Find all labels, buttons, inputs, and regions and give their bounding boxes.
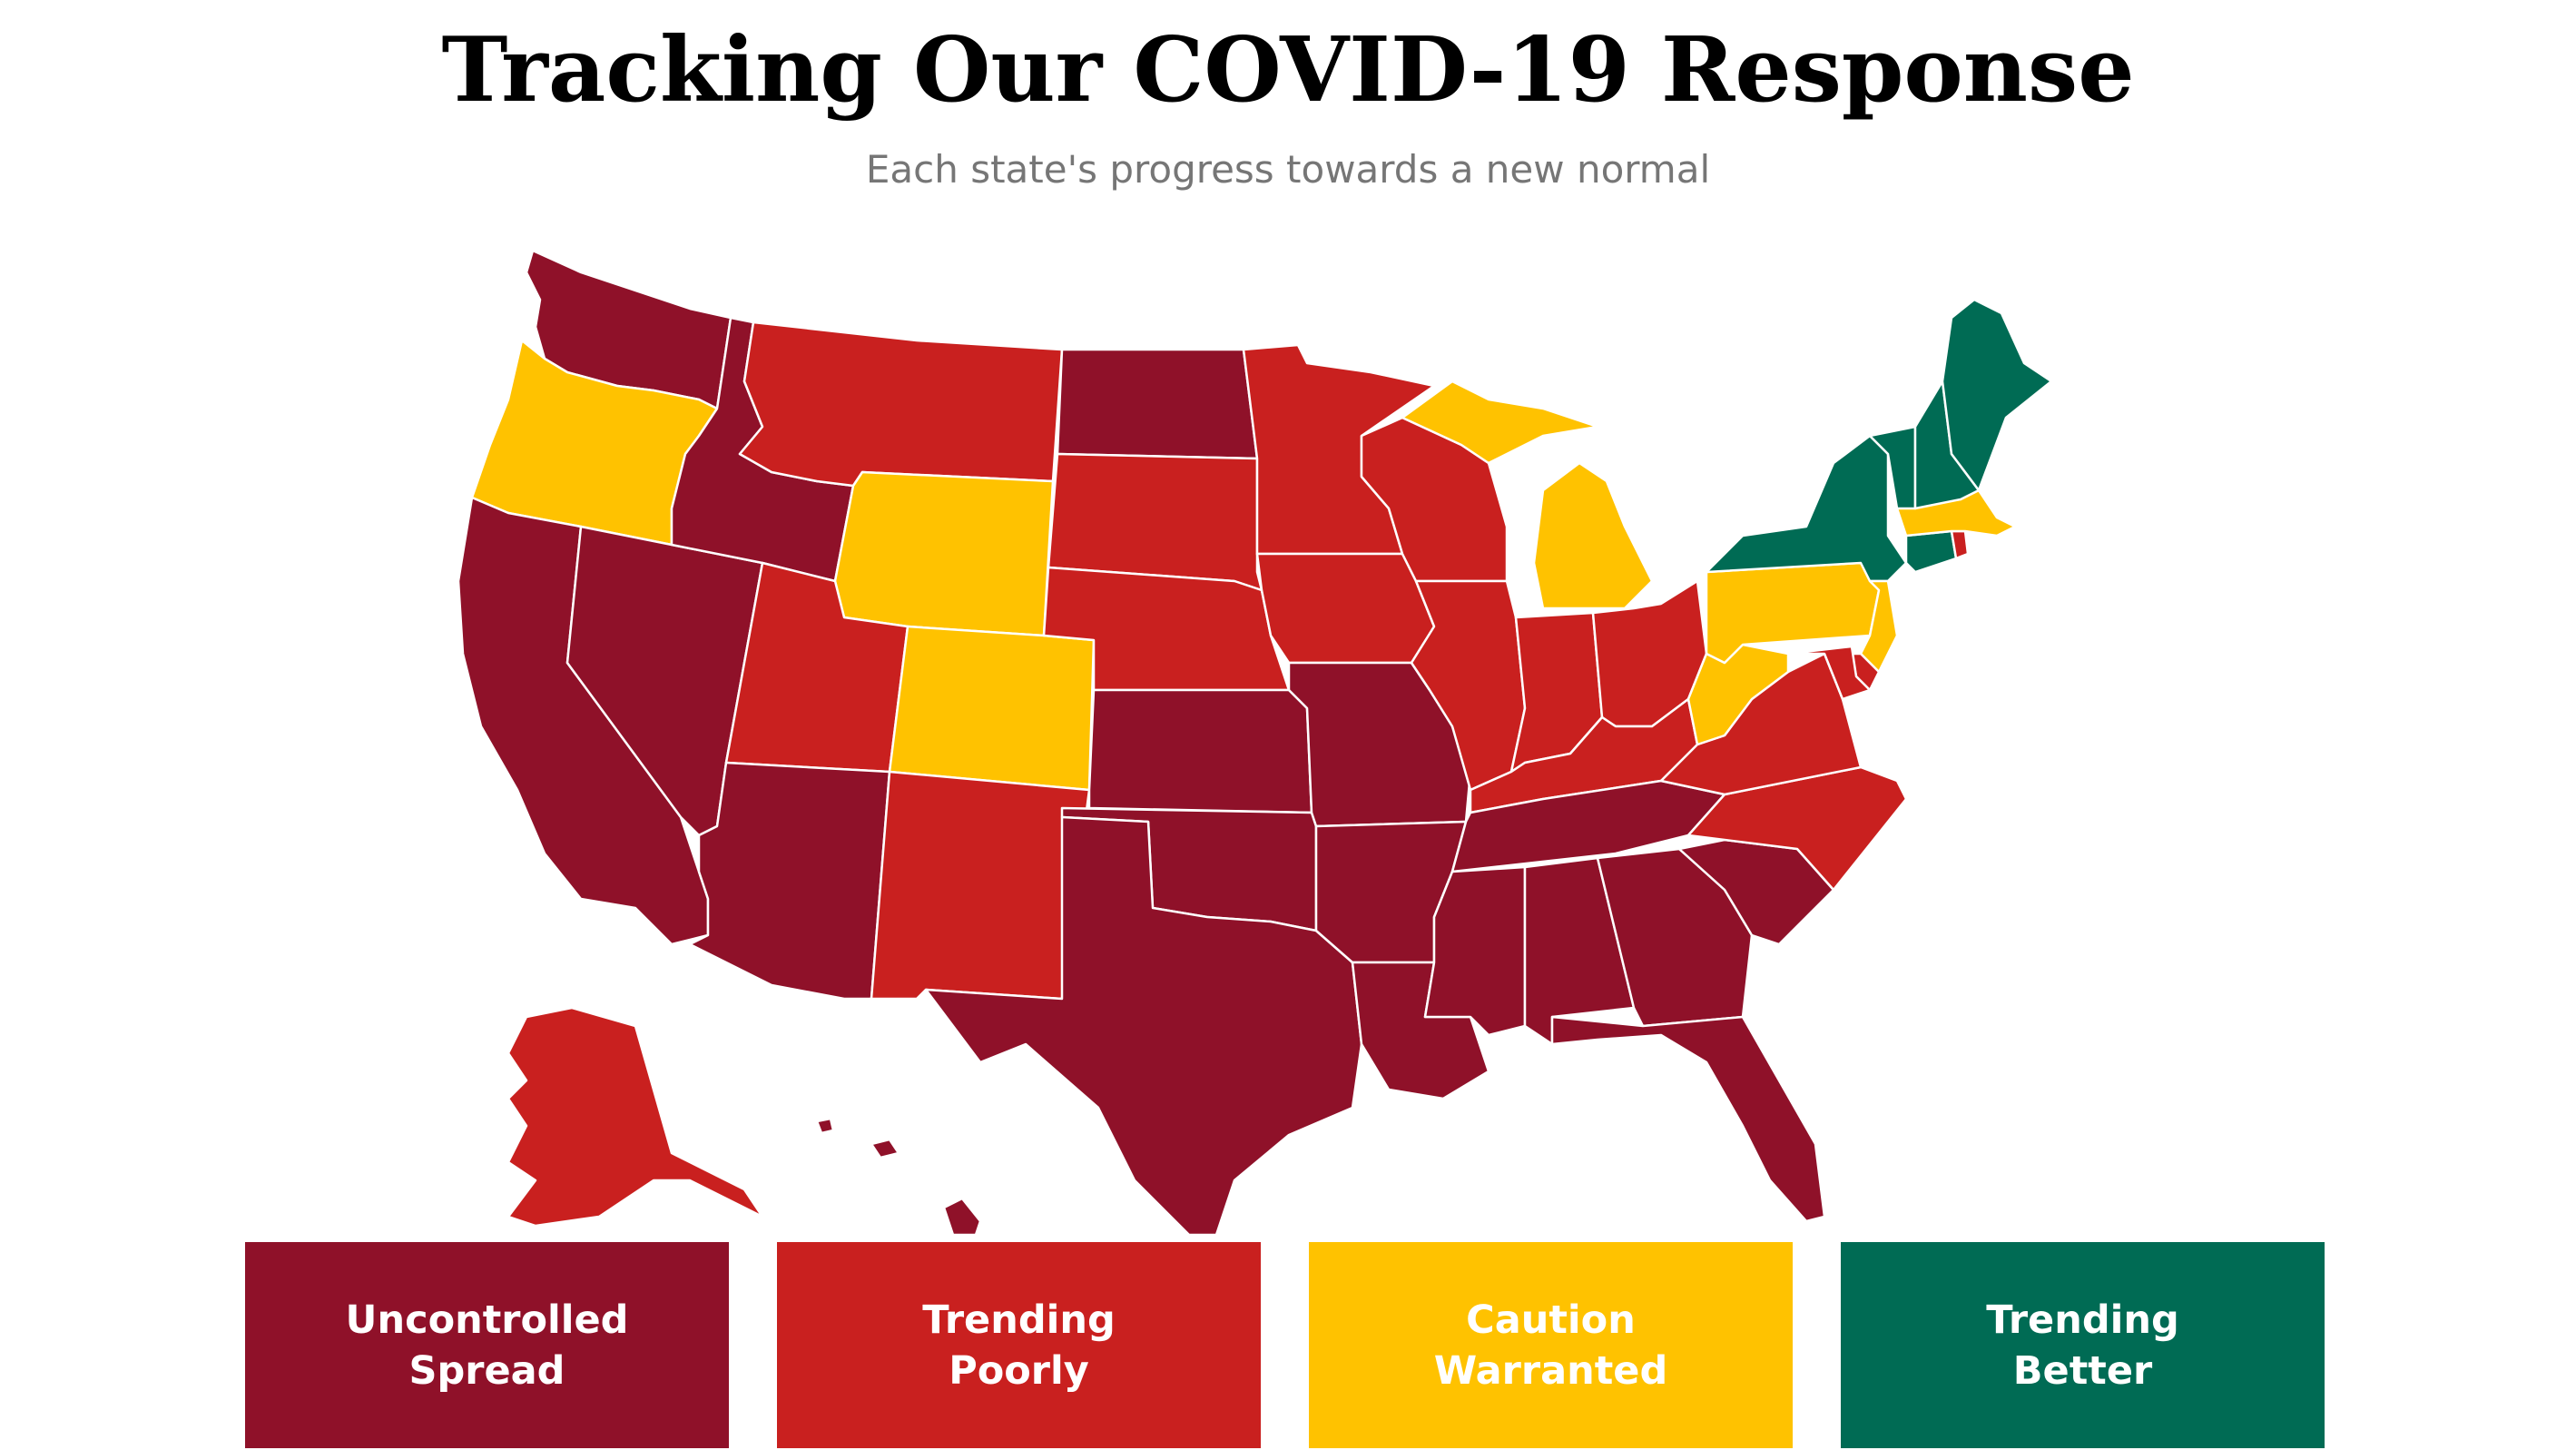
state-michigan-upper[interactable] — [1401, 380, 1599, 465]
legend-label-line2: Warranted — [1433, 1347, 1668, 1394]
state-north-carolina[interactable] — [1686, 765, 1908, 892]
state-connecticut[interactable] — [1904, 529, 1958, 574]
state-north-dakota[interactable] — [1056, 348, 1259, 460]
state-pennsylvania[interactable] — [1705, 561, 1881, 665]
state-iowa[interactable] — [1255, 552, 1436, 665]
state-hawaii-island-2[interactable] — [870, 1138, 900, 1159]
legend-label-line2: Better — [2012, 1347, 2153, 1394]
legend-label-line1: Uncontrolled — [345, 1297, 629, 1343]
state-montana[interactable] — [738, 321, 1064, 488]
legend-label-line2: Poorly — [949, 1347, 1089, 1394]
state-texas[interactable] — [924, 815, 1363, 1237]
page-subtitle: Each state's progress towards a new norm… — [865, 147, 1711, 192]
state-florida[interactable] — [1550, 1015, 1826, 1223]
state-new-york[interactable] — [1705, 434, 1908, 583]
legend-item[interactable]: Caution Warranted — [1309, 1242, 1793, 1448]
state-hawaii-island-3[interactable] — [815, 1117, 835, 1135]
legend-item[interactable]: Uncontrolled Spread — [245, 1242, 729, 1448]
legend-label-line1: Trending — [1986, 1297, 2179, 1343]
state-kansas[interactable] — [1087, 688, 1313, 814]
state-michigan[interactable] — [1532, 461, 1654, 610]
state-alaska[interactable] — [506, 1006, 764, 1228]
state-new-mexico[interactable] — [870, 770, 1091, 1001]
state-maine[interactable] — [1941, 298, 2053, 492]
legend-item[interactable]: Trending Poorly — [777, 1242, 1261, 1448]
state-wyoming[interactable] — [833, 470, 1055, 637]
legend-label-line1: Caution — [1466, 1297, 1636, 1343]
state-colorado[interactable] — [888, 625, 1096, 792]
state-vermont[interactable] — [1868, 425, 1917, 510]
state-maryland[interactable] — [1786, 645, 1872, 701]
legend-label-line2: Spread — [408, 1347, 565, 1394]
legend-item[interactable]: Trending Better — [1841, 1242, 2325, 1448]
page-title: Tracking Our COVID-19 Response — [441, 18, 2135, 123]
legend-label-line1: Trending — [922, 1297, 1116, 1343]
state-hawaii[interactable] — [942, 1197, 982, 1237]
